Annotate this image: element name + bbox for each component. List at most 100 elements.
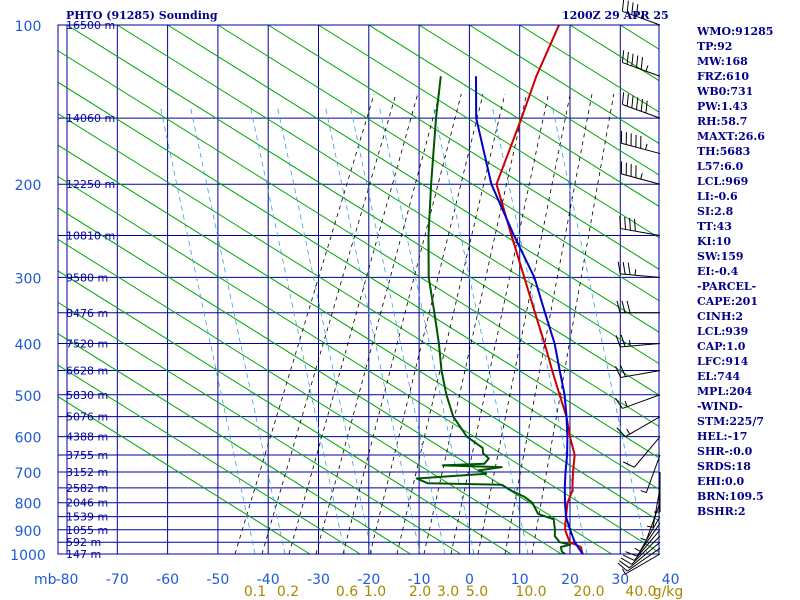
- wind-barb-flag: [620, 334, 626, 347]
- wind-barb-half-flag: [645, 143, 648, 150]
- wind-barb-flag: [631, 2, 634, 15]
- wind-barb-half-flag: [640, 173, 643, 180]
- plot-area: [58, 25, 659, 554]
- wind-barb-flag: [617, 261, 621, 274]
- pressure-tick-labels: 100 200 300 400 500 600 700 800 900 1000: [10, 19, 46, 564]
- pressure-tick-label: 500: [15, 389, 42, 405]
- mixing-ratio-line: [249, 104, 346, 554]
- mixing-ratio-line: [349, 104, 446, 554]
- stat-pw: PW:1.43: [697, 100, 748, 113]
- height-label: 592 m: [66, 536, 101, 549]
- wind-barb: [625, 523, 661, 557]
- wind-barb-half-flag: [634, 547, 641, 552]
- mixing-ratio-label: 3.0: [437, 584, 459, 600]
- pressure-tick-label: 400: [15, 337, 42, 353]
- height-label: 147 m: [66, 548, 101, 561]
- mixing-ratio-label: 0.2: [277, 584, 299, 600]
- wind-barb-staff: [652, 487, 661, 528]
- moist-adiabat-line: [261, 93, 397, 554]
- mixing-ratio-line: [189, 104, 286, 554]
- moist-adiabat-line: [342, 93, 462, 554]
- wind-barb: [615, 365, 661, 378]
- station-title: PHTO (91285) Sounding: [66, 9, 218, 22]
- wind-barb: [622, 436, 661, 468]
- dry-adiabat-line: [469, 25, 659, 145]
- mixing-ratio-label: 10.0: [515, 584, 546, 600]
- stat-srds: SRDS:18: [697, 460, 751, 473]
- stat-maxt: MAXT:26.6: [697, 130, 765, 143]
- wind-barb-staff: [633, 436, 661, 468]
- stat-tt: TT:43: [697, 220, 732, 233]
- temperature-tick-label: -70: [106, 572, 129, 588]
- height-label: 9580 m: [66, 271, 108, 284]
- height-label: 1055 m: [66, 524, 108, 537]
- wind-barb-flag: [619, 216, 622, 229]
- temperature-tick-label: 0: [465, 572, 474, 588]
- temperature-tick-label: -20: [357, 572, 380, 588]
- pressure-tick-label: 700: [15, 466, 42, 482]
- mixing-ratio-line: [324, 104, 421, 554]
- stat-frz: FRZ:610: [697, 70, 750, 83]
- isobars: [58, 25, 659, 554]
- height-label: 8476 m: [66, 307, 108, 320]
- wind-barb: [617, 547, 661, 572]
- valid-time: 1200Z 29 APR 25: [562, 9, 669, 22]
- wind-barb-flag: [622, 461, 635, 468]
- stat-th: TH:5683: [697, 145, 751, 158]
- mixing-ratio-line: [432, 104, 529, 554]
- dewpoint-profile: [415, 76, 572, 554]
- wind-barb: [616, 416, 661, 438]
- pressure-tick-label: 100: [15, 19, 42, 35]
- dry-adiabat-line: [117, 25, 659, 365]
- temperature-profile: [495, 25, 586, 554]
- wind-barb-flag: [636, 97, 639, 110]
- wind-barb: [640, 454, 661, 494]
- wind-barb: [621, 0, 661, 26]
- temperature-tick-label: -50: [206, 572, 229, 588]
- wind-barb-half-flag: [647, 525, 654, 528]
- height-label: 2582 m: [66, 482, 108, 495]
- pressure-tick-label: 200: [15, 178, 42, 194]
- temperature-tick-label: 40: [662, 572, 680, 588]
- temperature-tick-label: -80: [56, 572, 79, 588]
- wind-barb-flag: [622, 262, 626, 275]
- wind-barb: [620, 130, 661, 155]
- moist-adiabat-line: [423, 93, 527, 554]
- wind-barb-half-flag: [640, 537, 647, 541]
- wind-barb-staff: [631, 535, 661, 565]
- stat-ki: KI:10: [697, 235, 732, 248]
- mixing-ratio-label: 0.1: [244, 584, 266, 600]
- mixing-ratio-label: 40.0: [625, 584, 656, 600]
- wind-barb: [621, 92, 661, 119]
- temperature-tick-label: 20: [561, 572, 579, 588]
- wind-barb-flag: [621, 0, 625, 12]
- pressure-tick-label: 300: [15, 271, 42, 287]
- stat-wb0: WB0:731: [697, 85, 754, 98]
- wind-barb-flag: [616, 300, 621, 313]
- dry-adiabat-line: [58, 270, 512, 554]
- dry-adiabat-line: [66, 25, 659, 396]
- wind-barb-flag: [615, 365, 622, 378]
- wind-barb-half-flag: [621, 568, 626, 575]
- mixing-ratio-label: 0.6: [336, 584, 358, 600]
- wind-barb-staff: [645, 454, 661, 493]
- mixing-ratio-label: 20.0: [573, 584, 604, 600]
- wind-barb-half-flag: [645, 65, 649, 72]
- stat-rh: RH:58.7: [697, 115, 748, 128]
- wind-barb-flag: [631, 53, 634, 67]
- height-label: 1539 m: [66, 511, 108, 524]
- wind-barb-flag: [626, 51, 629, 65]
- wind-barb-staff: [645, 502, 661, 541]
- dry-adiabat-line: [58, 396, 311, 554]
- wind-barb-staff: [639, 516, 661, 552]
- temperature-tick-label: -40: [257, 572, 280, 588]
- wind-barb-flag: [640, 98, 643, 112]
- stat-bshr: BSHR:2: [697, 505, 746, 518]
- stat-si: SI:2.8: [697, 205, 734, 218]
- stat-li: LI:-0.6: [697, 190, 738, 203]
- stat-lfc: LFC:914: [697, 355, 749, 368]
- wind-barb-flag: [634, 218, 636, 232]
- wind-barb: [615, 394, 661, 409]
- wind-barb-flag: [620, 557, 632, 565]
